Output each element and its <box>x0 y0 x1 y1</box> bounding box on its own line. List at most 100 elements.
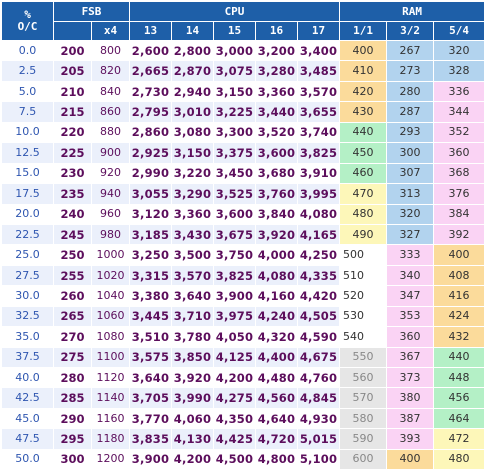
cpu-mult-header: 15 <box>213 21 256 41</box>
fsb-cell: 220 <box>53 121 92 144</box>
cpu-speed-cell: 3,570 <box>296 80 341 103</box>
fsb-header: FSB <box>53 1 130 22</box>
oc-percent-cell: 25.0 <box>1 244 54 266</box>
table-row: 47.5 295 1180 3,835 4,130 4,425 4,720 5,015 590 3… <box>1 428 485 450</box>
cpu-speed-cell: 4,800 <box>255 448 298 470</box>
cpu-speed-cell: 4,125 <box>213 346 256 369</box>
ram-speed-cell: 273 <box>386 60 435 82</box>
oc-percent-cell: 45.0 <box>1 407 54 430</box>
cpu-speed-cell: 4,350 <box>213 407 256 430</box>
fsb-x4-cell: 1120 <box>91 366 130 389</box>
ram-speed-cell: 280 <box>386 80 435 103</box>
ram-speed-cell: 360 <box>433 142 485 164</box>
oc-percent-cell: 50.0 <box>1 448 54 470</box>
cpu-speed-cell: 3,825 <box>213 264 256 287</box>
ram-speed-cell: 424 <box>433 305 485 328</box>
fsb-cell: 300 <box>53 448 92 470</box>
ram-ratio-header: 3/2 <box>386 21 435 41</box>
fsb-x4-cell: 1020 <box>91 264 130 287</box>
cpu-speed-cell: 4,240 <box>255 305 298 328</box>
cpu-speed-cell: 4,590 <box>296 326 341 348</box>
cpu-speed-cell: 3,280 <box>255 60 298 82</box>
cpu-speed-cell: 3,120 <box>129 203 172 225</box>
oc-percent-cell: 5.0 <box>1 80 54 103</box>
ram-speed-cell: 570 <box>339 387 388 409</box>
cpu-speed-cell: 3,570 <box>171 264 214 287</box>
cpu-speed-cell: 3,920 <box>171 366 214 389</box>
cpu-speed-cell: 3,055 <box>129 183 172 205</box>
ram-speed-cell: 393 <box>386 428 435 450</box>
fsb-x4-cell: 840 <box>91 80 130 103</box>
ram-speed-cell: 376 <box>433 183 485 205</box>
oc-percent-cell: 22.5 <box>1 223 54 246</box>
table-row: 10.0 220 880 2,860 3,080 3,300 3,520 3,740 440 29… <box>1 121 485 144</box>
cpu-header: CPU <box>128 1 341 22</box>
ram-speed-cell: 550 <box>339 346 388 369</box>
oc-percent-cell: 10.0 <box>1 121 54 144</box>
fsb-x4-cell: 1200 <box>91 448 130 470</box>
cpu-speed-cell: 3,450 <box>213 162 256 185</box>
cpu-speed-cell: 4,500 <box>213 448 256 470</box>
cpu-speed-cell: 3,075 <box>213 60 256 82</box>
cpu-speed-cell: 4,130 <box>171 428 214 450</box>
cpu-speed-cell: 3,975 <box>213 305 256 328</box>
oc-percent-cell: 40.0 <box>1 366 54 389</box>
fsb-cell: 285 <box>53 387 92 409</box>
cpu-speed-cell: 3,150 <box>213 80 256 103</box>
cpu-speed-cell: 2,665 <box>129 60 172 82</box>
cpu-speed-cell: 2,860 <box>129 121 172 144</box>
cpu-speed-cell: 4,930 <box>296 407 341 430</box>
ram-speed-cell: 352 <box>433 121 485 144</box>
cpu-speed-cell: 3,900 <box>129 448 172 470</box>
cpu-speed-cell: 3,300 <box>213 121 256 144</box>
fsb-x4-cell: 920 <box>91 162 130 185</box>
table-row: 2.5 205 820 2,665 2,870 3,075 3,280 3,485 410 273… <box>1 60 485 82</box>
ram-speed-cell: 470 <box>339 183 388 205</box>
cpu-speed-cell: 4,560 <box>255 387 298 409</box>
cpu-mult-header: 14 <box>171 21 214 41</box>
cpu-speed-cell: 3,200 <box>255 39 298 62</box>
table-row: 27.5 255 1020 3,315 3,570 3,825 4,080 4,335 510 3… <box>1 264 485 287</box>
ram-speed-cell: 440 <box>339 121 388 144</box>
table-row: 45.0 290 1160 3,770 4,060 4,350 4,640 4,930 580 3… <box>1 407 485 430</box>
fsb-cell: 295 <box>53 428 92 450</box>
table-row: 0.0 200 800 2,600 2,800 3,000 3,200 3,400 400 267… <box>1 39 485 62</box>
ram-speed-cell: 480 <box>433 448 485 470</box>
cpu-speed-cell: 3,750 <box>213 244 256 266</box>
ram-speed-cell: 400 <box>433 244 485 266</box>
ram-ratio-header: 5/4 <box>433 21 485 41</box>
ram-speed-cell: 408 <box>433 264 485 287</box>
table-row: 32.5 265 1060 3,445 3,710 3,975 4,240 4,505 530 3… <box>1 305 485 328</box>
cpu-speed-cell: 4,275 <box>213 387 256 409</box>
ram-speed-cell: 344 <box>433 101 485 123</box>
ram-speed-cell: 392 <box>433 223 485 246</box>
cpu-speed-cell: 4,080 <box>296 203 341 225</box>
table-row: 7.5 215 860 2,795 3,010 3,225 3,440 3,655 430 287… <box>1 101 485 123</box>
ram-speed-cell: 490 <box>339 223 388 246</box>
cpu-speed-cell: 4,425 <box>213 428 256 450</box>
table-row: 5.0 210 840 2,730 2,940 3,150 3,360 3,570 420 280… <box>1 80 485 103</box>
table-row: 30.0 260 1040 3,380 3,640 3,900 4,160 4,420 520 3… <box>1 285 485 307</box>
fsb-x4-cell: 1160 <box>91 407 130 430</box>
cpu-speed-cell: 4,720 <box>255 428 298 450</box>
cpu-speed-cell: 3,910 <box>296 162 341 185</box>
ram-speed-cell: 416 <box>433 285 485 307</box>
fsb-blank-header <box>53 21 92 41</box>
ram-speed-cell: 450 <box>339 142 388 164</box>
cpu-speed-cell: 3,445 <box>129 305 172 328</box>
cpu-speed-cell: 4,080 <box>255 264 298 287</box>
oc-header-line1: % <box>24 8 31 21</box>
ram-speed-cell: 340 <box>386 264 435 287</box>
table-row: 50.0 300 1200 3,900 4,200 4,500 4,800 5,100 600 4… <box>1 448 485 470</box>
cpu-speed-cell: 3,770 <box>129 407 172 430</box>
cpu-speed-cell: 4,050 <box>213 326 256 348</box>
oc-header-line2: O/C <box>17 20 38 33</box>
cpu-speed-cell: 3,360 <box>255 80 298 103</box>
fsb-cell: 205 <box>53 60 92 82</box>
cpu-speed-cell: 3,600 <box>255 142 298 164</box>
cpu-speed-cell: 3,825 <box>296 142 341 164</box>
oc-percent-cell: 35.0 <box>1 326 54 348</box>
cpu-speed-cell: 4,480 <box>255 366 298 389</box>
cpu-speed-cell: 4,060 <box>171 407 214 430</box>
cpu-speed-cell: 3,655 <box>296 101 341 123</box>
